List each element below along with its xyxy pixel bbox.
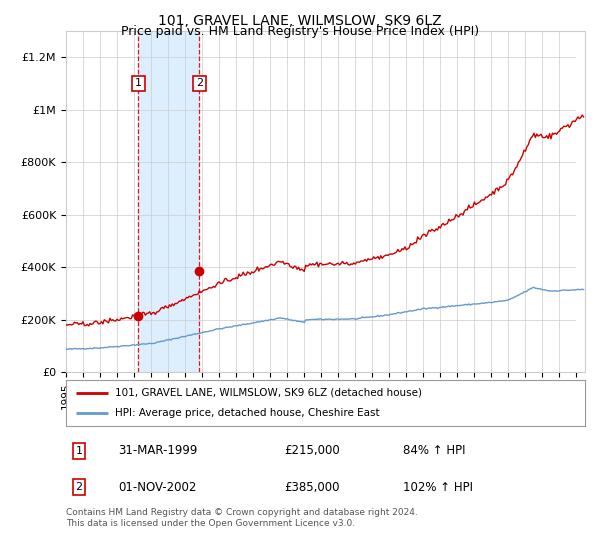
Text: 2: 2 [196,78,203,88]
Text: 31-MAR-1999: 31-MAR-1999 [118,444,197,458]
Text: 2: 2 [76,482,83,492]
Bar [139,31,199,372]
Text: 101, GRAVEL LANE, WILMSLOW, SK9 6LZ (detached house): 101, GRAVEL LANE, WILMSLOW, SK9 6LZ (det… [115,388,422,398]
Text: 101, GRAVEL LANE, WILMSLOW, SK9 6LZ: 101, GRAVEL LANE, WILMSLOW, SK9 6LZ [158,14,442,28]
Text: £215,000: £215,000 [284,444,340,458]
Text: 1: 1 [76,446,82,456]
Text: 1: 1 [135,78,142,88]
Text: 01-NOV-2002: 01-NOV-2002 [118,480,196,494]
Text: £385,000: £385,000 [284,480,340,494]
Bar [577,31,585,372]
Text: 102% ↑ HPI: 102% ↑ HPI [403,480,473,494]
Text: 84% ↑ HPI: 84% ↑ HPI [403,444,466,458]
Text: HPI: Average price, detached house, Cheshire East: HPI: Average price, detached house, Ches… [115,408,380,418]
Text: Price paid vs. HM Land Registry's House Price Index (HPI): Price paid vs. HM Land Registry's House … [121,25,479,38]
Text: Contains HM Land Registry data © Crown copyright and database right 2024.
This d: Contains HM Land Registry data © Crown c… [66,508,418,528]
